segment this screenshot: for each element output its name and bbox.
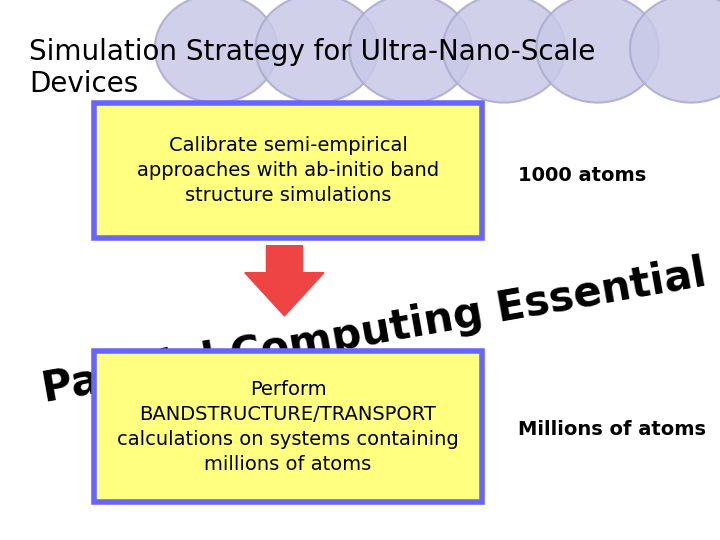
Text: Parallel Computing Essential: Parallel Computing Essential [39,253,710,411]
Ellipse shape [443,0,565,103]
FancyBboxPatch shape [94,103,482,238]
Text: Calibrate semi-empirical
approaches with ab-initio band
structure simulations: Calibrate semi-empirical approaches with… [137,136,439,205]
Text: Millions of atoms: Millions of atoms [518,420,706,439]
Text: Perform
BANDSTRUCTURE/TRANSPORT
calculations on systems containing
millions of a: Perform BANDSTRUCTURE/TRANSPORT calculat… [117,380,459,474]
Ellipse shape [256,0,378,103]
Ellipse shape [630,0,720,103]
FancyBboxPatch shape [94,351,482,502]
Text: Simulation Strategy for Ultra-Nano-Scale
Devices: Simulation Strategy for Ultra-Nano-Scale… [29,38,595,98]
Ellipse shape [536,0,659,103]
Text: 1000 atoms: 1000 atoms [518,166,647,185]
Polygon shape [245,246,324,316]
Ellipse shape [349,0,472,103]
Ellipse shape [155,0,277,103]
